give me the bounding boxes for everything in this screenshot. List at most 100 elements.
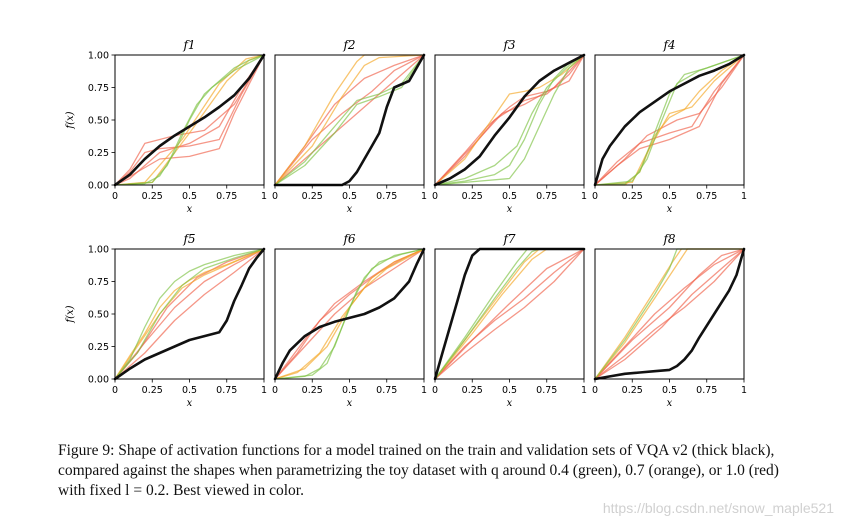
y-tick-label: 0.25	[88, 342, 109, 353]
x-tick-label: 0.5	[182, 191, 197, 202]
series-line-vqa	[273, 53, 426, 187]
series-line-orange	[594, 54, 745, 186]
subplot-title: f1	[182, 38, 195, 52]
subplot-title: f4	[662, 38, 675, 52]
x-axis-label: x	[347, 204, 353, 215]
x-tick-label: 0	[432, 191, 438, 202]
x-tick-label: 0.5	[662, 385, 677, 396]
series-line-orange	[594, 54, 745, 186]
x-tick-label: 0.25	[142, 191, 163, 202]
x-tick-label: 0.25	[622, 385, 643, 396]
x-tick-label: 1	[741, 385, 747, 396]
x-axis-label: x	[667, 398, 673, 409]
series-line-red	[434, 248, 585, 380]
y-tick-label: 1.00	[88, 244, 109, 255]
subplot-5: 0 0.25 0.5 0.75 1 0.00 0.25 0.50 0.75 1.00 f5 x f(x)	[65, 232, 267, 409]
y-tick-label: 0.50	[88, 115, 109, 126]
series-line-red	[594, 248, 745, 380]
x-tick-label: 1	[421, 191, 427, 202]
y-tick-label: 0.75	[88, 277, 109, 288]
series-line-green	[434, 54, 585, 186]
series-line-green	[114, 54, 265, 186]
x-tick-label: 0.75	[376, 385, 397, 396]
subplot-title: f2	[342, 38, 355, 52]
x-axis-label: x	[507, 398, 513, 409]
subplot-4: 0 0.25 0.5 0.75 1 f4 x	[592, 38, 747, 215]
x-tick-label: 0	[112, 191, 118, 202]
series-line-vqa	[593, 247, 746, 381]
y-tick-label: 0.00	[88, 180, 109, 191]
x-tick-label: 0.25	[462, 385, 483, 396]
x-tick-label: 0.75	[376, 191, 397, 202]
x-axis-label: x	[347, 398, 353, 409]
subplot-title: f7	[502, 232, 515, 246]
subplot-title: f5	[182, 232, 195, 246]
x-tick-label: 0.75	[536, 191, 557, 202]
subplot-title: f3	[502, 38, 515, 52]
series-line-red	[434, 54, 585, 186]
activation-functions-figure: 0 0.25 0.5 0.75 10.000.250.500.751.00f1xf(x)…	[65, 38, 747, 409]
x-tick-label: 0.5	[342, 385, 357, 396]
series-line-green	[274, 248, 425, 380]
series-line-green	[274, 54, 425, 186]
x-axis-label: x	[187, 204, 193, 215]
subplot-7: 0 0.25 0.5 0.75 1 f7 x	[432, 232, 587, 409]
series-line-green	[114, 248, 265, 380]
series-line-red	[114, 248, 265, 380]
x-tick-label: 1	[421, 385, 427, 396]
y-tick-label: 0.50	[88, 309, 109, 320]
x-axis-label: x	[667, 204, 673, 215]
series-line-green	[594, 54, 745, 186]
subplot-title: f6	[342, 232, 355, 246]
plot-frame	[274, 248, 425, 380]
series-line-red	[434, 54, 585, 186]
x-tick-label: 0.25	[302, 191, 323, 202]
series-line-red	[594, 248, 745, 380]
x-tick-label: 0	[272, 191, 278, 202]
y-tick-label: 0.75	[88, 83, 109, 94]
series-line-red	[274, 248, 425, 380]
series-line-green	[434, 54, 585, 186]
subplot-3: 0 0.25 0.5 0.75 1 f3 x	[432, 38, 587, 215]
subplot-1: 0 0.25 0.5 0.75 1 0.00 0.25 0.50 0.75 1.00 f1 x f(x)	[65, 38, 267, 215]
series-line-green	[274, 248, 425, 380]
x-tick-label: 0.5	[502, 191, 517, 202]
series-line-vqa	[273, 247, 426, 381]
x-tick-label: 0	[592, 191, 598, 202]
x-tick-label: 0.75	[216, 385, 237, 396]
x-tick-label: 1	[581, 385, 587, 396]
series-line-red	[114, 54, 265, 186]
x-tick-label: 1	[581, 191, 587, 202]
subplot-title: f8	[662, 232, 675, 246]
series-line-orange	[274, 248, 425, 380]
x-tick-label: 0	[112, 385, 118, 396]
series-line-green	[114, 248, 265, 380]
series-line-red	[274, 248, 425, 380]
x-tick-label: 0	[432, 385, 438, 396]
x-tick-label: 0.75	[536, 385, 557, 396]
series-line-red	[594, 54, 745, 186]
x-tick-label: 0	[272, 385, 278, 396]
series-line-orange	[274, 54, 425, 186]
series-line-vqa	[593, 53, 746, 187]
x-axis-label: x	[507, 204, 513, 215]
series-line-green	[434, 54, 585, 186]
x-tick-label: 0.25	[142, 385, 163, 396]
series-line-vqa	[433, 247, 586, 381]
series-line-red	[594, 54, 745, 186]
x-tick-label: 0.75	[696, 191, 717, 202]
watermark: https://blog.csdn.net/snow_maple521	[602, 500, 834, 516]
series-line-red	[274, 54, 425, 186]
series-line-red	[434, 248, 585, 380]
y-tick-label: 0.25	[88, 148, 109, 159]
subplot-6: 0 0.25 0.5 0.75 1 f6 x	[272, 232, 427, 409]
series-line-red	[434, 54, 585, 186]
y-tick-label: 1.00	[88, 50, 109, 61]
series-line-red	[274, 54, 425, 186]
x-tick-label: 0.75	[696, 385, 717, 396]
x-tick-label: 1	[261, 385, 267, 396]
x-axis-label: x	[187, 398, 193, 409]
x-tick-label: 0.5	[182, 385, 197, 396]
series-line-red	[594, 248, 745, 380]
series-line-orange	[274, 248, 425, 380]
